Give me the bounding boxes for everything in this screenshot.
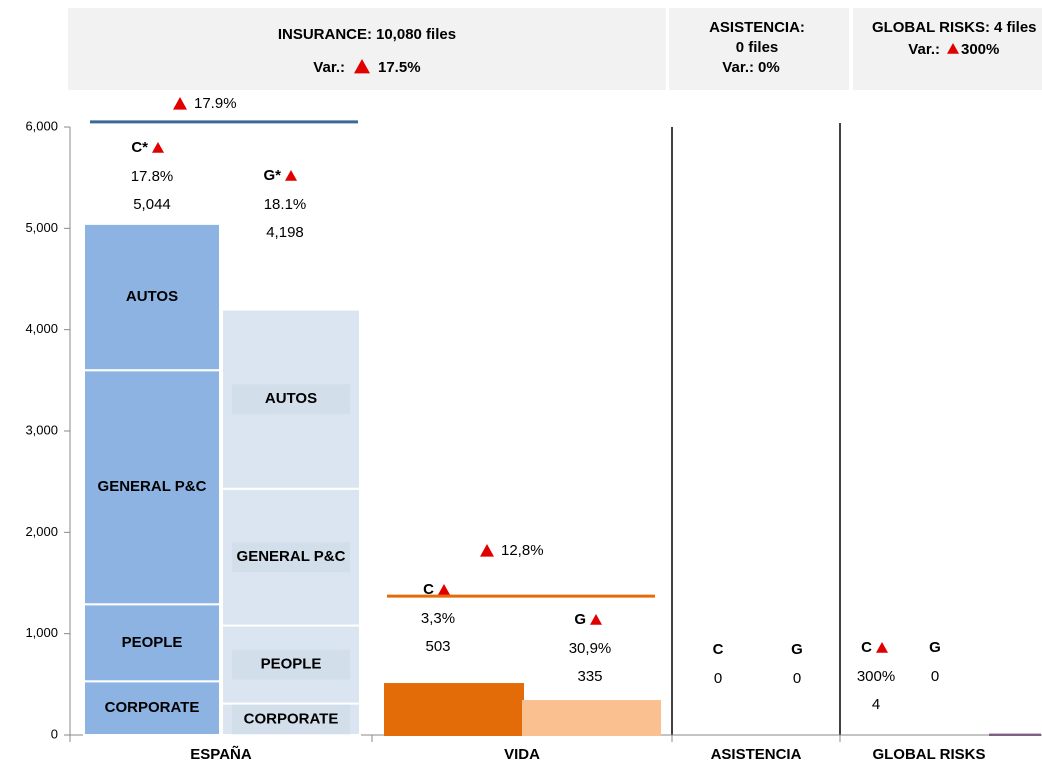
segment-label: CORPORATE <box>244 710 339 727</box>
bar-variation: 18.1% <box>264 196 307 213</box>
bar-variation: 30,9% <box>569 640 612 657</box>
bar-variation: 17.8% <box>131 168 174 185</box>
bar-value-label: 5,044 <box>133 196 171 213</box>
bar-value-label: 0 <box>793 670 801 687</box>
bar-letter: G* <box>263 167 281 184</box>
header-var: 300% <box>961 41 999 58</box>
segment-label-box <box>232 649 350 680</box>
bar-segment <box>83 603 221 683</box>
up-triangle <box>480 544 494 557</box>
header-files: 4 files <box>994 19 1037 36</box>
header-box <box>68 8 666 90</box>
group-variation: 12,8% <box>501 542 544 559</box>
header-var-label: Var.: <box>908 41 940 58</box>
segment-label-box <box>232 704 350 735</box>
header-box <box>669 8 849 90</box>
header-files: 0 files <box>736 39 779 56</box>
bar-value-label: 4,198 <box>266 224 304 241</box>
bar-value-label: 0 <box>714 670 722 687</box>
bar-letter: G <box>929 639 941 656</box>
y-tick-label: 3,000 <box>25 422 58 437</box>
x-tick-label: VIDA <box>504 746 540 763</box>
y-tick-label: 4,000 <box>25 321 58 336</box>
segment-label: GENERAL P&C <box>98 478 207 495</box>
x-tick-label: ESPAÑA <box>190 745 252 763</box>
y-tick-label: 6,000 <box>25 118 58 133</box>
header-files: 10,080 files <box>376 26 456 43</box>
bar-letter: G <box>791 641 803 658</box>
bar-variation: 3,3% <box>421 610 455 627</box>
header-title: INSURANCE: <box>278 26 372 43</box>
y-tick-label: 0 <box>51 726 58 741</box>
up-triangle <box>285 170 297 181</box>
header-title: GLOBAL RISKS: <box>872 19 990 36</box>
bar-segment <box>83 222 221 372</box>
header-title: ASISTENCIA: <box>709 19 805 36</box>
bar-letter: C* <box>131 139 148 156</box>
segment-label: AUTOS <box>126 288 178 305</box>
up-triangle <box>947 43 959 54</box>
bar-variation: 300% <box>857 668 895 685</box>
segment-label-box <box>232 542 350 573</box>
up-triangle <box>876 642 888 653</box>
segment-label: PEOPLE <box>122 634 183 651</box>
bar-value-label: 4 <box>872 696 880 713</box>
y-tick-label: 1,000 <box>25 625 58 640</box>
header-var-label: Var.: <box>722 59 754 76</box>
header-box <box>853 8 1042 90</box>
up-triangle <box>173 97 187 110</box>
bar-segment <box>83 680 221 736</box>
bar-letter: G <box>574 611 586 628</box>
up-triangle <box>354 59 370 74</box>
bar-value-label: 335 <box>577 668 602 685</box>
segment-label: AUTOS <box>265 390 317 407</box>
segment-label: GENERAL P&C <box>237 548 346 565</box>
y-tick-label: 5,000 <box>25 220 58 235</box>
segment-label: PEOPLE <box>261 656 322 673</box>
bar-letter: C <box>423 581 434 598</box>
up-triangle <box>590 614 602 625</box>
header-var-label: Var.: <box>313 59 345 76</box>
y-tick-label: 2,000 <box>25 524 58 539</box>
bar <box>522 700 661 737</box>
bar-letter: C <box>861 639 872 656</box>
x-tick-label: ASISTENCIA <box>711 746 802 763</box>
bar <box>384 683 524 737</box>
segment-label-box <box>232 384 350 415</box>
bar-value-label: 503 <box>425 638 450 655</box>
group-variation: 17.9% <box>194 95 237 112</box>
bar-letter: C <box>713 641 724 658</box>
up-triangle <box>152 142 164 153</box>
bar-value-label: 0 <box>931 668 939 685</box>
header-var: 0% <box>758 59 780 76</box>
up-triangle <box>438 584 450 595</box>
segment-label: CORPORATE <box>105 699 200 716</box>
x-tick-label: GLOBAL RISKS <box>872 746 985 763</box>
header-var: 17.5% <box>378 59 421 76</box>
